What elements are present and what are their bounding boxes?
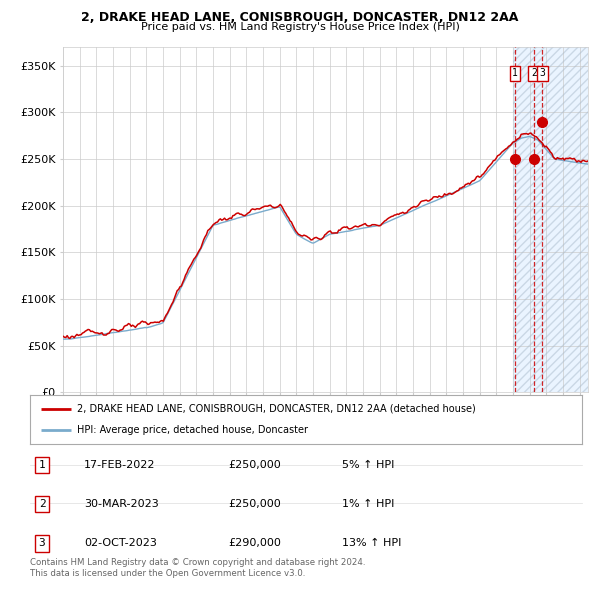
Text: 3: 3 bbox=[38, 539, 46, 548]
Text: 5% ↑ HPI: 5% ↑ HPI bbox=[342, 460, 394, 470]
Text: 1: 1 bbox=[38, 460, 46, 470]
Text: Price paid vs. HM Land Registry's House Price Index (HPI): Price paid vs. HM Land Registry's House … bbox=[140, 22, 460, 32]
Text: 2: 2 bbox=[38, 499, 46, 509]
Text: HPI: Average price, detached house, Doncaster: HPI: Average price, detached house, Donc… bbox=[77, 425, 308, 435]
Bar bbox=[513, 47, 588, 392]
Text: 13% ↑ HPI: 13% ↑ HPI bbox=[342, 539, 401, 548]
Bar bbox=[513, 47, 588, 392]
Text: 1% ↑ HPI: 1% ↑ HPI bbox=[342, 499, 394, 509]
Text: 02-OCT-2023: 02-OCT-2023 bbox=[84, 539, 157, 548]
Text: 1: 1 bbox=[512, 68, 518, 78]
Text: £250,000: £250,000 bbox=[228, 460, 281, 470]
Text: 2, DRAKE HEAD LANE, CONISBROUGH, DONCASTER, DN12 2AA (detached house): 2, DRAKE HEAD LANE, CONISBROUGH, DONCAST… bbox=[77, 404, 476, 414]
Text: 2: 2 bbox=[531, 68, 537, 78]
Text: 3: 3 bbox=[539, 68, 545, 78]
Text: £290,000: £290,000 bbox=[228, 539, 281, 548]
Text: 30-MAR-2023: 30-MAR-2023 bbox=[84, 499, 159, 509]
Text: Contains HM Land Registry data © Crown copyright and database right 2024.
This d: Contains HM Land Registry data © Crown c… bbox=[30, 558, 365, 578]
Text: £250,000: £250,000 bbox=[228, 499, 281, 509]
Text: 2, DRAKE HEAD LANE, CONISBROUGH, DONCASTER, DN12 2AA: 2, DRAKE HEAD LANE, CONISBROUGH, DONCAST… bbox=[82, 11, 518, 24]
Text: 17-FEB-2022: 17-FEB-2022 bbox=[84, 460, 155, 470]
